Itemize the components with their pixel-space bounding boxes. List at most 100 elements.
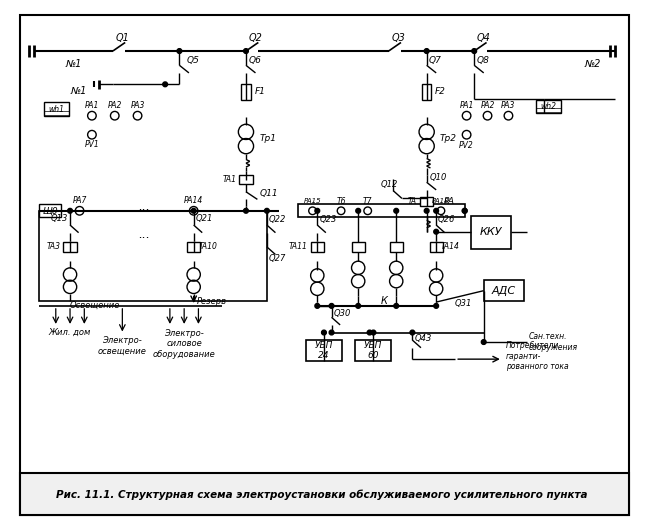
Circle shape — [472, 49, 477, 54]
Bar — [430, 242, 443, 252]
Text: Освещение: Освещение — [70, 301, 121, 310]
Bar — [352, 242, 365, 252]
Text: PV2: PV2 — [459, 140, 474, 149]
Text: PA2: PA2 — [481, 101, 495, 110]
Text: wh2: wh2 — [541, 102, 557, 111]
Circle shape — [462, 208, 467, 213]
Circle shape — [371, 330, 376, 335]
Circle shape — [163, 82, 168, 87]
Circle shape — [462, 208, 467, 213]
Circle shape — [356, 208, 361, 213]
Text: Q8: Q8 — [477, 56, 490, 65]
Circle shape — [68, 208, 72, 213]
Text: Tp2: Tp2 — [440, 134, 457, 143]
Bar — [39, 204, 61, 217]
Circle shape — [177, 49, 182, 54]
Text: PA: PA — [444, 197, 455, 206]
Circle shape — [315, 304, 320, 308]
Bar — [390, 242, 403, 252]
Text: Резерв: Резерв — [197, 297, 226, 306]
Text: К: К — [381, 296, 387, 306]
Text: TA1: TA1 — [223, 175, 237, 184]
Text: Q7: Q7 — [428, 56, 441, 65]
Circle shape — [394, 208, 399, 213]
Circle shape — [244, 49, 248, 54]
Text: Q5: Q5 — [187, 56, 200, 65]
Text: Q3: Q3 — [391, 33, 405, 43]
Text: ...: ... — [138, 228, 150, 241]
Text: PA3: PA3 — [501, 101, 515, 110]
Circle shape — [192, 208, 196, 213]
Text: ...: ... — [138, 200, 150, 214]
Text: УБП
24: УБП 24 — [315, 341, 333, 360]
Text: Q22: Q22 — [269, 215, 286, 224]
Circle shape — [329, 330, 334, 335]
Text: Q6: Q6 — [249, 56, 262, 65]
Bar — [306, 340, 342, 361]
Bar — [63, 242, 77, 252]
Bar — [311, 242, 324, 252]
Text: PA15: PA15 — [304, 198, 321, 204]
Text: ККУ: ККУ — [480, 227, 502, 237]
Text: Сан.техн.
сооружения: Сан.техн. сооружения — [528, 332, 577, 352]
Circle shape — [434, 229, 439, 234]
Text: Q10: Q10 — [430, 173, 447, 182]
Circle shape — [244, 208, 248, 213]
Text: Q12: Q12 — [381, 180, 399, 189]
Text: F2: F2 — [435, 87, 446, 96]
Text: Жил. дом: Жил. дом — [49, 328, 91, 337]
Circle shape — [322, 330, 326, 335]
Text: Q2: Q2 — [248, 33, 263, 43]
Text: №1: №1 — [65, 59, 82, 69]
Circle shape — [329, 304, 334, 308]
Text: №1: №1 — [70, 86, 86, 96]
Bar — [355, 340, 392, 361]
Circle shape — [367, 330, 372, 335]
Text: PA3: PA3 — [130, 101, 144, 110]
Text: TA: TA — [408, 197, 417, 206]
Circle shape — [434, 208, 439, 213]
Text: PV1: PV1 — [84, 140, 99, 149]
Text: АДС: АДС — [491, 286, 516, 296]
Text: Q11: Q11 — [259, 189, 278, 198]
Text: Q1: Q1 — [115, 33, 129, 43]
Text: F1: F1 — [255, 87, 265, 96]
Text: №2: №2 — [584, 59, 601, 69]
Text: УБП
60: УБП 60 — [364, 341, 382, 360]
Bar — [45, 102, 69, 116]
Text: Рис. 11.1. Структурная схема электроустановки обслуживаемого усилительного пункт: Рис. 11.1. Структурная схема электроуста… — [56, 490, 588, 500]
Text: Электро-
освещение: Электро- освещение — [98, 336, 147, 356]
Circle shape — [356, 304, 361, 308]
Text: TA10: TA10 — [199, 242, 217, 251]
Bar — [422, 84, 432, 101]
Bar — [19, 473, 630, 515]
Text: PA2: PA2 — [108, 101, 122, 110]
Text: PA1: PA1 — [84, 101, 99, 110]
Bar — [484, 280, 524, 301]
Text: Q21: Q21 — [195, 214, 213, 223]
Text: PA14: PA14 — [184, 196, 203, 205]
Text: TA3: TA3 — [46, 242, 61, 251]
Bar — [298, 204, 464, 217]
Text: Q31: Q31 — [455, 299, 472, 308]
Text: Щ0: Щ0 — [43, 206, 58, 215]
Text: TA14: TA14 — [441, 242, 460, 251]
Bar — [39, 211, 267, 301]
Circle shape — [424, 208, 429, 213]
Text: Q4: Q4 — [477, 33, 491, 43]
Text: T7: T7 — [363, 197, 372, 206]
Circle shape — [315, 208, 320, 213]
Circle shape — [434, 304, 439, 308]
Text: Q23: Q23 — [319, 215, 337, 224]
Text: TA11: TA11 — [289, 242, 308, 251]
Text: Электро-
силовое
оборудование: Электро- силовое оборудование — [153, 329, 215, 359]
Text: Потребители
гаранти-
рованного тока: Потребители гаранти- рованного тока — [506, 341, 568, 371]
Circle shape — [264, 208, 269, 213]
Text: Q26: Q26 — [438, 215, 455, 224]
Bar — [420, 197, 433, 206]
Circle shape — [394, 304, 399, 308]
Text: PA18: PA18 — [432, 198, 450, 204]
Text: Q43: Q43 — [414, 334, 432, 343]
Text: Q30: Q30 — [333, 309, 351, 318]
Circle shape — [424, 49, 429, 54]
